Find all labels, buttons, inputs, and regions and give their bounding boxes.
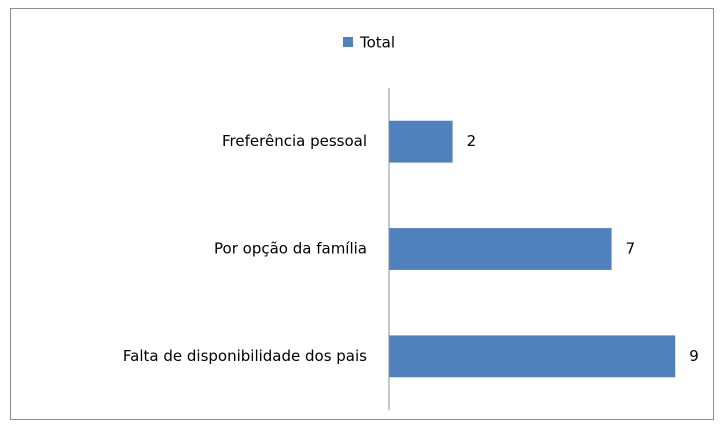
legend-swatch <box>343 37 353 47</box>
bar <box>389 120 453 163</box>
category-label: Por opção da família <box>214 240 367 258</box>
category-label: Freferência pessoal <box>222 132 367 150</box>
category-label: Falta de disponibilidade dos pais <box>123 347 367 365</box>
data-label: 9 <box>689 347 699 365</box>
bar <box>389 228 612 270</box>
data-label: 7 <box>626 240 636 258</box>
bar <box>389 335 676 378</box>
data-label: 2 <box>467 132 477 150</box>
legend-label: Total <box>359 34 395 52</box>
